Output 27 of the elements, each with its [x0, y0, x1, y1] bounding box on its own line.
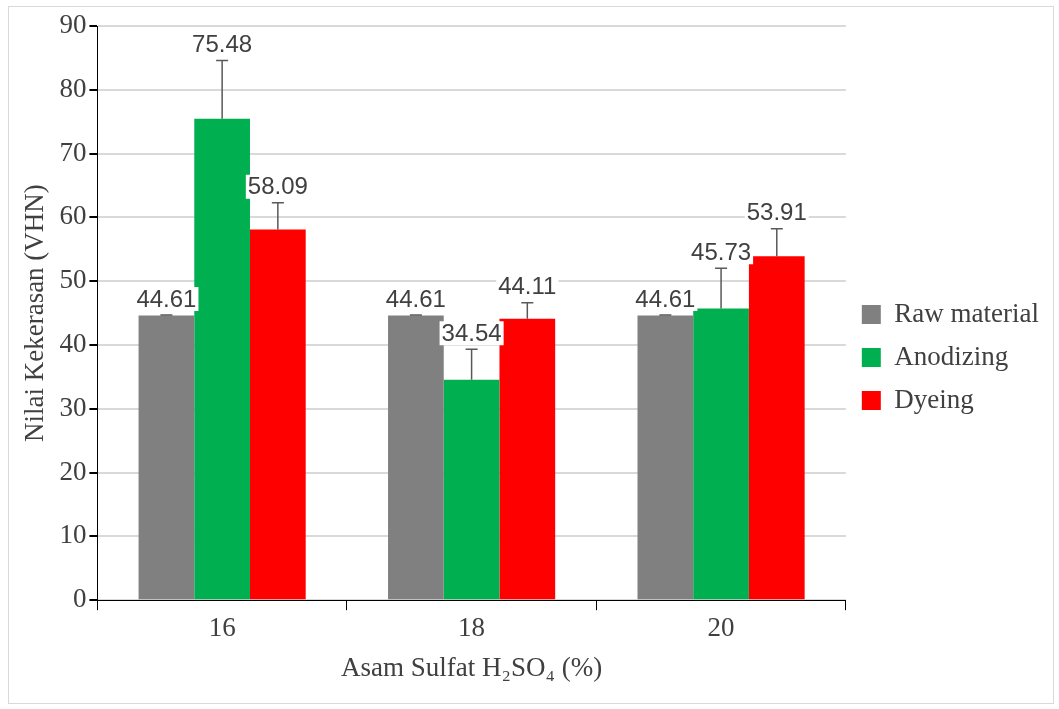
y-tick-label: 10 — [59, 519, 87, 550]
x-tick-label: 20 — [707, 612, 735, 643]
data-label: 44.11 — [498, 272, 557, 300]
data-label: 44.61 — [136, 284, 197, 312]
legend-label: Dyeing — [894, 383, 974, 414]
data-label: 75.48 — [192, 30, 253, 58]
y-tick-label: 90 — [59, 9, 87, 40]
y-tick-label: 50 — [59, 264, 87, 295]
y-tick-label: 70 — [59, 136, 87, 167]
data-label: 34.54 — [441, 318, 502, 346]
x-tick-label: 16 — [208, 612, 236, 643]
y-tick-label: 40 — [59, 328, 87, 359]
y-tick-label: 60 — [59, 200, 87, 231]
data-label: 53.91 — [746, 198, 807, 226]
legend-label: Anodizing — [894, 340, 1009, 371]
legend-label: Raw material — [894, 297, 1040, 328]
x-axis-title: Asam Sulfat H₂SO₄ (%) — [341, 651, 603, 682]
data-label: 58.09 — [247, 172, 308, 200]
x-tick-label: 18 — [458, 612, 486, 643]
y-tick-label: 0 — [72, 583, 87, 614]
y-tick-label: 80 — [59, 72, 87, 103]
y-tick-label: 20 — [59, 455, 87, 486]
y-axis-title: Nilai Kekerasan (VHN) — [19, 184, 50, 443]
data-label: 44.61 — [385, 284, 446, 312]
y-tick-label: 30 — [59, 391, 87, 422]
data-label: 45.73 — [691, 237, 752, 265]
data-label: 44.61 — [635, 284, 696, 312]
